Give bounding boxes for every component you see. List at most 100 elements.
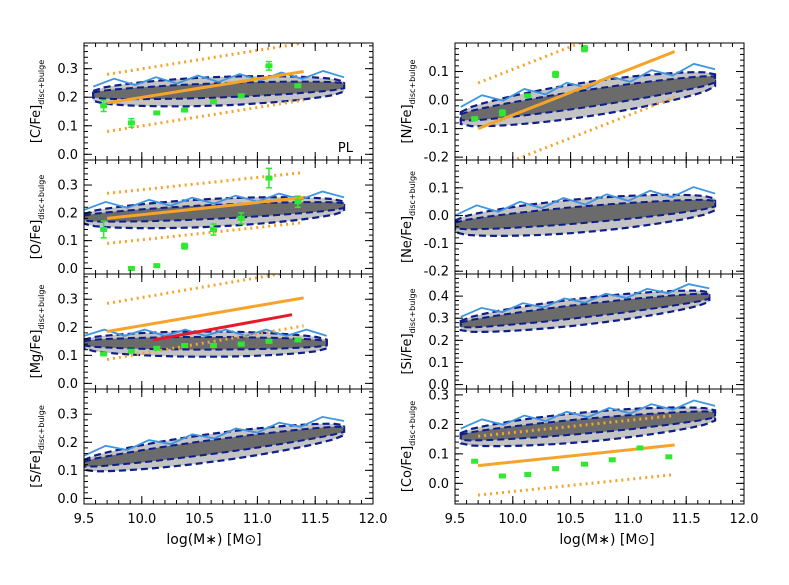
y-tick-label: 0.3 bbox=[57, 293, 78, 308]
obs-point bbox=[665, 454, 673, 460]
fit-line bbox=[477, 50, 676, 131]
plot-area bbox=[455, 186, 717, 238]
panel-2: -0.2 -0.1 0.0 0.1 [N/Fe]disc+bulge bbox=[400, 42, 745, 166]
median-line bbox=[460, 283, 710, 318]
y-axis-label: [Si/Fe]disc+bulge bbox=[400, 288, 417, 374]
fit-line bbox=[106, 196, 304, 220]
y-tick-label: 0.1 bbox=[57, 234, 78, 249]
y-tick-label: 0.1 bbox=[57, 349, 78, 364]
x-tick-label: 12.0 bbox=[730, 512, 759, 527]
obs-point bbox=[552, 466, 560, 472]
median-line bbox=[84, 328, 328, 337]
y-tick-label: 0.0 bbox=[428, 209, 449, 224]
y-tick-label: -0.1 bbox=[424, 237, 449, 252]
obs-point bbox=[471, 116, 479, 122]
x-tick-label: 9.5 bbox=[74, 512, 95, 527]
obs-point bbox=[100, 103, 108, 109]
fit-upper-bound bbox=[106, 43, 304, 76]
fit-lower-bound bbox=[477, 473, 675, 497]
plot-area bbox=[84, 415, 346, 473]
obs-point bbox=[209, 99, 217, 104]
y-tick-label: 0.2 bbox=[428, 334, 449, 349]
obs-point bbox=[265, 338, 273, 344]
red-fit-line bbox=[153, 313, 293, 342]
obs-point bbox=[209, 227, 217, 233]
y-axis-label: [C/Fe]disc+bulge bbox=[29, 60, 46, 143]
fit-lower-bound bbox=[510, 95, 676, 160]
y-axis-label: [O/Fe]disc+bulge bbox=[29, 175, 46, 260]
y-axis-label-subscript: disc+bulge bbox=[408, 171, 417, 216]
plot-area bbox=[459, 399, 717, 497]
obs-point bbox=[209, 343, 217, 349]
x-tick-label: 11.0 bbox=[614, 512, 643, 527]
x-axis-label-right: log(M∗) [M⊙] bbox=[559, 532, 654, 548]
y-tick-label: 0.0 bbox=[57, 148, 78, 163]
obs-point bbox=[294, 337, 302, 343]
plot-area bbox=[459, 283, 711, 334]
x-tick-label: 12.0 bbox=[359, 512, 388, 527]
obs-point bbox=[636, 445, 644, 451]
x-tick-label: 10.5 bbox=[556, 512, 585, 527]
y-axis-label-subscript: disc+bulge bbox=[37, 405, 46, 450]
median-line bbox=[460, 399, 716, 430]
obs-point bbox=[237, 93, 245, 99]
inner-contour bbox=[84, 425, 346, 468]
y-tick-label: 0.1 bbox=[57, 464, 78, 479]
obs-point bbox=[181, 243, 189, 249]
panels: 0.00.10.20.3[C/Fe]disc+bulge-0.2-0.10.00… bbox=[29, 42, 759, 527]
y-tick-label: 0.1 bbox=[428, 181, 449, 196]
obs-point bbox=[498, 110, 506, 116]
y-axis-label-subscript: disc+bulge bbox=[37, 60, 46, 105]
median-line bbox=[92, 70, 345, 88]
inner-contour bbox=[84, 201, 346, 223]
obs-point bbox=[153, 345, 161, 351]
y-tick-label: 0.3 bbox=[57, 179, 78, 194]
x-axis-label-left: log(M∗) [M⊙] bbox=[166, 532, 261, 548]
x-tick-label: 11.0 bbox=[243, 512, 272, 527]
obs-point bbox=[524, 472, 532, 478]
y-tick-label: 0.2 bbox=[57, 436, 78, 451]
y-axis-label: [Ne/Fe]disc+bulge bbox=[400, 171, 417, 263]
y-axis-label-subscript: disc+bulge bbox=[37, 175, 46, 220]
inner-contour bbox=[84, 336, 328, 351]
obs-point bbox=[153, 110, 161, 116]
y-tick-label: 0.3 bbox=[428, 388, 449, 403]
y-tick-label: -0.2 bbox=[424, 265, 449, 280]
median-line bbox=[460, 62, 716, 108]
obs-point bbox=[265, 175, 273, 181]
fit-line bbox=[106, 296, 304, 333]
inner-contour bbox=[455, 198, 717, 231]
obs-point bbox=[237, 215, 245, 221]
obs-point bbox=[100, 227, 108, 233]
y-tick-label: 0.1 bbox=[428, 356, 449, 371]
obs-point bbox=[127, 348, 135, 354]
obs-point bbox=[100, 351, 108, 357]
x-tick-label: 9.5 bbox=[445, 512, 466, 527]
plot-area bbox=[459, 43, 717, 160]
y-tick-label: -0.1 bbox=[424, 122, 449, 137]
panel-3: 0.0 0.1 0.2 0.3 [O/Fe]disc+bulge bbox=[29, 159, 374, 277]
obs-point bbox=[294, 199, 302, 205]
panel-1: 0.0 0.1 0.2 0.3 [C/Fe]disc+bulge bbox=[29, 42, 374, 163]
inner-contour bbox=[459, 292, 711, 329]
y-tick-label: 0.0 bbox=[57, 262, 78, 277]
pl-annotation: PL bbox=[338, 141, 354, 156]
plot-area bbox=[84, 167, 346, 271]
y-axis-label: [N/Fe]disc+bulge bbox=[400, 59, 417, 143]
fit-line bbox=[106, 70, 304, 105]
y-axis-label: [S/Fe]disc+bulge bbox=[29, 405, 46, 488]
y-axis-label-subscript: disc+bulge bbox=[408, 401, 417, 446]
obs-point bbox=[524, 93, 532, 99]
y-tick-label: 0.2 bbox=[428, 418, 449, 433]
y-tick-label: 0.1 bbox=[428, 447, 449, 462]
y-tick-label: 0.2 bbox=[57, 321, 78, 336]
y-axis-label: [Co/Fe]disc+bulge bbox=[400, 401, 417, 492]
y-tick-label: 0.0 bbox=[428, 378, 449, 393]
y-axis-label-subscript: disc+bulge bbox=[408, 59, 417, 104]
x-tick-label: 10.0 bbox=[498, 512, 527, 527]
y-tick-label: 0.1 bbox=[57, 119, 78, 134]
fit-upper-bound bbox=[106, 171, 304, 195]
obs-point bbox=[237, 341, 245, 347]
obs-point bbox=[552, 71, 560, 77]
